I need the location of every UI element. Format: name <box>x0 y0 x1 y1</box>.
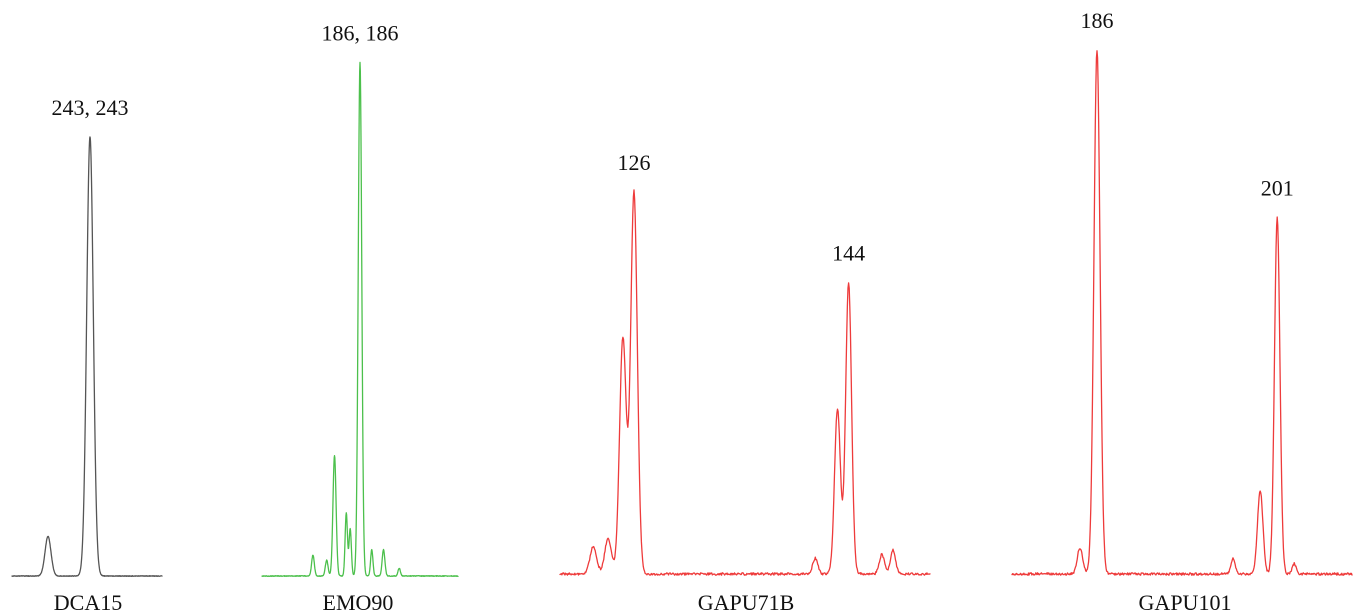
panel-gapu71b: GAPU71B 126 144 <box>559 150 931 615</box>
panel-dca15: DCA15 243, 243 <box>11 95 163 615</box>
marker-label-emo90: EMO90 <box>323 590 394 615</box>
peak-label-gapu71b-6: 144 <box>832 240 865 265</box>
trace-gapu101 <box>1011 50 1353 576</box>
panel-gapu101: GAPU101 186 201 <box>1011 8 1353 615</box>
marker-label-gapu71b: GAPU71B <box>698 590 795 615</box>
peak-label-gapu101-4: 201 <box>1261 176 1294 201</box>
trace-gapu71b <box>559 189 931 576</box>
peak-label-gapu101-1: 186 <box>1081 8 1114 33</box>
marker-label-dca15: DCA15 <box>54 590 122 615</box>
trace-emo90 <box>261 61 459 577</box>
peak-label-dca15-1: 243, 243 <box>52 95 129 120</box>
peak-label-emo90-5: 186, 186 <box>322 21 399 46</box>
marker-label-gapu101: GAPU101 <box>1139 590 1232 615</box>
peak-label-gapu71b-3: 126 <box>618 150 651 175</box>
panel-emo90: EMO90 186, 186 <box>261 21 459 615</box>
trace-dca15 <box>11 136 163 577</box>
